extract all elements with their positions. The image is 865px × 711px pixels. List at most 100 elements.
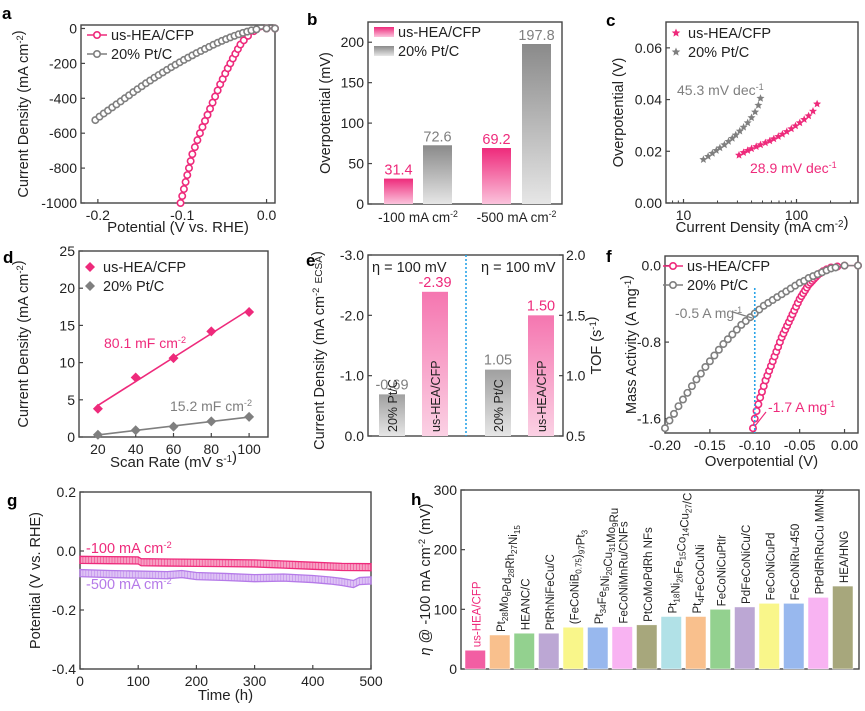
bar-category-label: HEANC/C (520, 578, 532, 630)
y-tick-label: 100 (434, 601, 458, 617)
legend-label: 20% Pt/C (111, 47, 172, 63)
bar-value-label: 1.05 (484, 353, 512, 369)
bar-value-label: -2.39 (418, 275, 451, 291)
bar-catalyst (807, 597, 829, 670)
data-point-star (747, 144, 756, 153)
bar-catalyst (587, 626, 609, 670)
x-tick-label: -0.20 (649, 437, 681, 453)
y2-tick-label: 0.5 (566, 428, 586, 444)
data-point (660, 424, 669, 433)
data-point (176, 199, 185, 208)
bar-category-label: PtRhNiFeCu/C (545, 554, 557, 630)
y-tick-label: -0.4 (52, 661, 76, 677)
y-axis-label: Potential (V vs. RHE) (28, 512, 44, 649)
panel-f: 0.0 -0.8 -1.6 -0.20 -0.15 -0.10 -0.05 0.00 us-HE… (606, 247, 862, 470)
y-tick-label: 0.0 (345, 428, 365, 444)
bar-catalyst (464, 650, 486, 670)
y-tick-label: -1.6 (637, 411, 661, 427)
data-point (692, 375, 701, 384)
x-axis-label: Potential (V vs. RHE) (107, 219, 249, 236)
bar-value-label: 72.6 (423, 129, 451, 145)
data-point-diamond (206, 416, 217, 427)
data-point-star (778, 130, 787, 138)
legend-marker (93, 30, 102, 39)
data-point-star (754, 101, 763, 109)
data-point-star (756, 94, 765, 102)
x-axis-label: Current Density (mA cm-2) (676, 214, 849, 236)
data-point-star (774, 132, 783, 140)
data-point-star (728, 134, 737, 142)
data-point (270, 24, 279, 33)
bar-us-hea-cfp (384, 178, 413, 204)
data-point-star (735, 126, 744, 135)
y-tick-label: 0 (356, 196, 364, 212)
y2-tick-label: 1.0 (566, 368, 586, 384)
bar-inside-label: us-HEA/CFP (429, 360, 443, 432)
x-tick-label: 200 (185, 673, 209, 689)
series-label-100: -100 mA cm-2 (86, 539, 172, 557)
data-point (683, 388, 692, 397)
data-point-diamond (85, 281, 95, 291)
data-point (853, 261, 862, 270)
data-point (190, 143, 199, 152)
plot-frame (664, 255, 859, 434)
bar-category-label: FeCoNiCuPtIr (716, 535, 728, 607)
y-tick-label: 0.0 (642, 258, 662, 274)
data-point (719, 340, 728, 349)
data-point-diamond (130, 372, 141, 383)
bar-inside-label: us-HEA/CFP (535, 360, 549, 432)
data-point (193, 136, 202, 145)
y-axis-label: Current Density (mA cm-2) (11, 260, 32, 427)
y-tick-label: -1.0 (340, 368, 364, 384)
bar-hea-tof (528, 315, 554, 436)
y2-tick-label: 2.0 (566, 247, 586, 263)
legend-label: us-HEA/CFP (398, 25, 481, 41)
data-point-star (743, 118, 752, 127)
y2-tick-label: 1.5 (566, 307, 586, 323)
y-tick-label: 0 (449, 661, 457, 677)
y-tick-label: -600 (49, 125, 77, 141)
legend-label: us-HEA/CFP (687, 259, 770, 275)
y-tick-label: 25 (59, 243, 75, 259)
y-axis-label: Current Density (mA cm-2 ECSA) (307, 251, 328, 450)
legend-marker (93, 49, 102, 58)
data-point-diamond (85, 262, 95, 272)
x-tick-label: -0.05 (784, 437, 816, 453)
data-point (696, 369, 705, 378)
bar-catalyst (832, 585, 854, 670)
y-tick-label: -800 (49, 160, 77, 176)
data-point (186, 157, 195, 166)
y-tick-label: 100 (341, 115, 365, 131)
annotation-ptc-mass-activity: -0.5 A mg-1 (675, 305, 742, 321)
y-tick-label: 300 (434, 482, 458, 498)
data-point-star (804, 111, 813, 120)
x-tick-label: 500 (359, 673, 383, 689)
panel-d: 0 5 10 15 20 25 20 40 60 80 100 us-HEA/CFP 20% Pt/C 8… (3, 243, 269, 471)
series-label-500: -500 mA cm-2 (86, 575, 172, 593)
data-point-star (765, 136, 774, 145)
bar-category-label: PtPdRhRuCu MMNs (814, 489, 826, 595)
bar-catalyst (758, 603, 780, 670)
panel-letter: h (411, 490, 421, 509)
data-point-star (791, 121, 800, 130)
annotation-hea-mass-activity: -1.7 A mg-1 (768, 399, 835, 415)
data-point (710, 351, 719, 360)
data-point-star (671, 47, 681, 56)
data-point-star (795, 118, 804, 127)
data-point-star (735, 151, 743, 159)
slope-annotation-hea: 28.9 mV dec-1 (750, 160, 837, 176)
bar-catalyst (685, 616, 707, 670)
data-point (705, 357, 714, 366)
y-tick-label: 0 (69, 20, 77, 36)
y-tick-label: 15 (59, 317, 75, 333)
bar-category-label: PtCoMoPdRh NFs (643, 527, 655, 622)
legend-swatch (374, 27, 394, 37)
x-category-label: -500 mA cm-2 (477, 209, 557, 225)
y-tick-label: 200 (341, 34, 365, 50)
data-point-diamond (92, 429, 103, 440)
bar-value-label: 1.50 (527, 298, 555, 314)
data-point-star (809, 107, 817, 115)
y-tick-label: -0.2 (52, 602, 76, 618)
